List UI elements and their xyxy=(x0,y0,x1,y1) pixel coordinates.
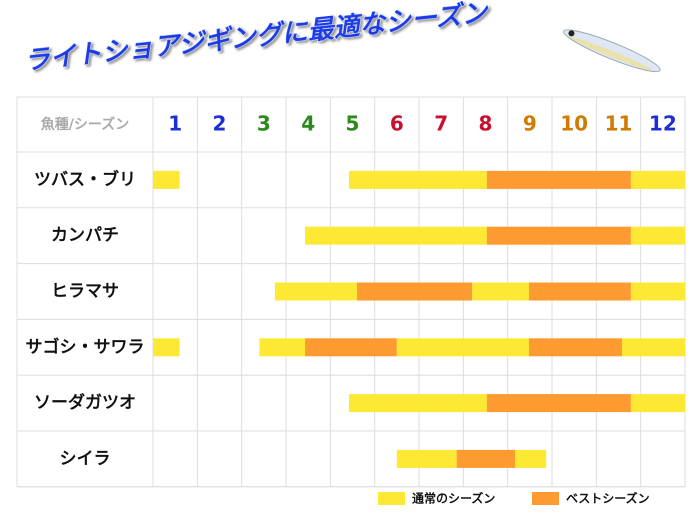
row-label: カンパチ xyxy=(51,226,119,246)
season-bar xyxy=(305,226,487,245)
season-bar xyxy=(528,338,623,357)
season-bar xyxy=(515,449,547,468)
month-label: 12 xyxy=(649,112,677,136)
season-bar xyxy=(472,282,529,301)
lure-icon xyxy=(563,29,661,73)
season-bar xyxy=(622,338,685,357)
row-label: ソーダガツオ xyxy=(34,392,136,413)
row-label: ツバス・ブリ xyxy=(34,169,136,190)
chart-title: ライトショアジギングに最適なシーズン xyxy=(23,0,491,77)
row-label: サゴシ・サワラ xyxy=(26,336,145,357)
month-label: 5 xyxy=(346,112,360,136)
header-label: 魚種/シーズン xyxy=(41,116,129,133)
season-bar xyxy=(486,170,631,189)
season-bar xyxy=(630,226,685,245)
month-label: 6 xyxy=(390,112,404,136)
month-label: 2 xyxy=(213,112,227,136)
row-label: ヒラマサ xyxy=(51,282,119,302)
season-bar xyxy=(153,338,180,357)
month-label: 9 xyxy=(523,112,537,136)
legend-label: ベストシーズン xyxy=(566,491,650,506)
season-bar xyxy=(274,282,357,301)
season-bar xyxy=(153,170,180,189)
season-bar xyxy=(396,449,457,468)
season-bar xyxy=(356,282,473,301)
season-bar xyxy=(528,282,631,301)
month-label: 8 xyxy=(479,112,493,136)
season-bar xyxy=(486,226,631,245)
season-bar xyxy=(348,394,487,413)
month-label: 3 xyxy=(257,112,271,136)
season-bar xyxy=(486,394,631,413)
season-bar xyxy=(630,170,685,189)
month-label: 1 xyxy=(168,112,182,136)
season-bar xyxy=(630,394,685,413)
season-bar xyxy=(630,282,685,301)
month-label: 4 xyxy=(301,112,315,136)
month-label: 11 xyxy=(605,112,633,136)
season-bar xyxy=(305,338,397,357)
row-label: シイラ xyxy=(60,449,111,469)
month-label: 10 xyxy=(560,112,588,136)
legend-label: 通常のシーズン xyxy=(412,491,495,506)
season-bar xyxy=(396,338,529,357)
season-bar xyxy=(259,338,306,357)
legend-swatch xyxy=(532,492,559,505)
legend-swatch xyxy=(378,492,405,505)
month-label: 7 xyxy=(434,112,448,136)
season-bar xyxy=(456,449,516,468)
season-bar xyxy=(348,170,487,189)
title-group: ライトショアジギングに最適なシーズン xyxy=(22,0,491,77)
